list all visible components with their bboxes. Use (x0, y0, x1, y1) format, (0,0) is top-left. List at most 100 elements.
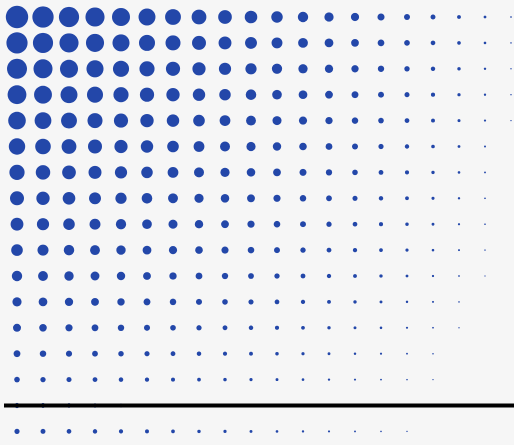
dot (166, 114, 180, 127)
dot (325, 90, 333, 99)
dot (248, 325, 254, 331)
dot (218, 36, 232, 50)
dot (169, 298, 177, 306)
dot (34, 85, 52, 104)
dot (351, 117, 359, 124)
dot (140, 140, 154, 153)
dot (139, 61, 155, 77)
dot (353, 352, 357, 355)
dot (220, 167, 230, 178)
dot (38, 271, 48, 281)
dot (197, 429, 201, 434)
dot (325, 143, 333, 150)
dot (353, 378, 357, 381)
dot (92, 377, 98, 382)
dot (61, 112, 77, 129)
dot (65, 350, 73, 357)
dot (484, 197, 486, 200)
dot (327, 430, 331, 433)
dot (274, 299, 280, 305)
dot (483, 119, 487, 122)
dot (13, 350, 21, 358)
dot (379, 300, 383, 304)
dot (432, 352, 434, 355)
dot (114, 139, 128, 154)
dot (274, 247, 280, 254)
dot (378, 169, 384, 175)
dot (483, 67, 487, 71)
dot (431, 196, 435, 200)
dot (143, 298, 151, 306)
dot (165, 61, 181, 76)
dot (167, 167, 179, 178)
dot (89, 218, 101, 230)
dot (249, 351, 253, 356)
dot (483, 15, 487, 19)
dot (113, 113, 129, 128)
dot (195, 298, 203, 305)
dot (85, 33, 105, 52)
dot (62, 165, 76, 180)
dot (223, 377, 227, 382)
dot (92, 350, 98, 357)
dot (61, 139, 77, 154)
dot (378, 196, 384, 201)
dot (191, 9, 207, 25)
dot (325, 169, 333, 176)
dot (117, 324, 125, 332)
dot (430, 92, 436, 97)
dot (457, 197, 461, 200)
dot (88, 165, 102, 179)
dot (301, 325, 305, 330)
dot (140, 113, 154, 128)
dot (113, 87, 129, 103)
dot (271, 63, 283, 74)
dot (458, 275, 460, 277)
dot (141, 166, 153, 179)
dot (220, 141, 230, 152)
dot (145, 429, 149, 434)
dot (85, 7, 105, 27)
dot (298, 90, 308, 100)
dot (218, 62, 232, 75)
dot (91, 297, 99, 306)
dot (326, 221, 332, 227)
dot (38, 297, 48, 307)
dot (144, 351, 150, 357)
dot (246, 168, 256, 177)
dot (432, 378, 434, 381)
dot (324, 12, 334, 22)
dot (92, 429, 98, 434)
dot (168, 193, 178, 204)
dot (7, 85, 27, 105)
dot (193, 114, 205, 127)
dot (58, 6, 80, 28)
dot (89, 192, 101, 205)
dot (272, 89, 282, 100)
dot (40, 428, 46, 434)
dot (405, 300, 409, 304)
dot (298, 64, 308, 74)
dot (405, 196, 409, 201)
dot (167, 140, 179, 153)
dot (431, 248, 435, 252)
dot (272, 116, 282, 126)
dot (273, 168, 281, 177)
dot (221, 246, 229, 254)
dot (64, 297, 74, 307)
dot (430, 40, 436, 46)
dot (168, 246, 178, 255)
dot (165, 35, 181, 51)
dot (510, 119, 512, 122)
dot (273, 194, 281, 202)
dot (65, 324, 73, 332)
dot (117, 298, 125, 306)
dot (222, 325, 228, 331)
dot (324, 38, 334, 48)
dot (6, 32, 28, 54)
dot (246, 115, 256, 126)
dot (244, 10, 258, 24)
dot (87, 113, 103, 129)
dot (91, 324, 99, 332)
